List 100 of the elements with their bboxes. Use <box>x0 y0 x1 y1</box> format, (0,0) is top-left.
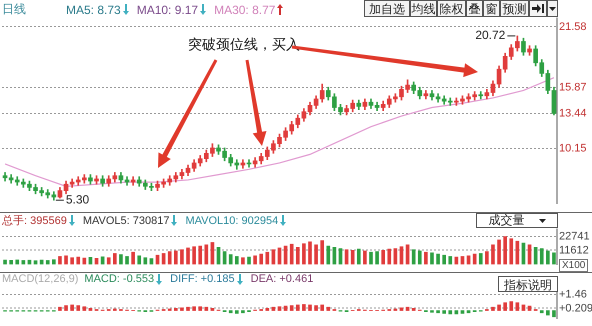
bar <box>436 254 440 264</box>
bar <box>234 256 239 264</box>
bar <box>503 302 507 311</box>
bar <box>350 250 355 264</box>
bar <box>64 305 68 311</box>
bar <box>528 244 532 264</box>
annotation: 指标说明 <box>498 276 558 292</box>
text: MA5: 8.73 <box>66 2 121 16</box>
bar <box>400 307 404 311</box>
bar <box>278 248 282 264</box>
bar <box>460 256 464 264</box>
bar <box>137 256 142 264</box>
bar <box>478 253 483 264</box>
bar <box>326 306 330 311</box>
text: MA10: 9.17 <box>136 2 198 16</box>
bar <box>198 306 202 311</box>
y-tick-label: 11612 <box>559 244 589 256</box>
bar <box>168 251 172 264</box>
bar <box>186 306 190 311</box>
bar <box>516 302 520 311</box>
bar <box>46 260 50 264</box>
text: MAVOL5: 730817 <box>82 214 170 226</box>
bar <box>302 304 306 311</box>
bar <box>247 256 251 264</box>
annotation: 5.30 <box>66 192 90 207</box>
bar <box>272 306 276 311</box>
bar <box>394 248 398 264</box>
text: X100 <box>559 259 588 272</box>
y-tick-label: 10.15 <box>559 142 587 155</box>
bar <box>406 306 410 311</box>
bar <box>113 253 117 264</box>
text: MA30: 8.77 <box>214 2 276 16</box>
bar <box>509 238 514 264</box>
bar <box>302 243 306 264</box>
bar <box>534 246 538 264</box>
bar <box>412 249 416 264</box>
bar <box>180 249 184 264</box>
text: 总手: 395569 <box>2 214 67 228</box>
bar <box>375 251 379 264</box>
text: 加自选 <box>364 0 410 17</box>
bar <box>265 252 270 264</box>
bar <box>436 310 440 314</box>
bar <box>253 256 257 264</box>
y-tick-label: 21.58 <box>559 20 587 33</box>
bar <box>406 244 410 264</box>
text: MAVOL10: 902954 <box>185 214 278 226</box>
bar <box>381 250 386 264</box>
bar <box>265 308 270 311</box>
text: MACD: -0.553 <box>84 273 154 285</box>
bar <box>82 306 86 311</box>
bar <box>332 246 336 264</box>
text: 均线 <box>410 0 437 17</box>
bar <box>522 304 526 311</box>
bar <box>76 305 80 311</box>
annotation: 20.72 <box>475 28 506 42</box>
bar <box>509 301 514 311</box>
bar <box>216 246 220 264</box>
bar <box>278 306 282 311</box>
bar <box>466 256 470 264</box>
bar <box>363 250 367 264</box>
bar <box>308 241 312 264</box>
bar <box>284 246 288 264</box>
bar <box>546 250 550 264</box>
bar <box>552 252 556 264</box>
bar <box>320 304 324 311</box>
bar <box>326 246 330 264</box>
bar <box>296 304 300 311</box>
bar <box>100 256 104 264</box>
bar <box>528 306 532 311</box>
bar <box>192 306 196 311</box>
bar <box>64 256 68 264</box>
bar <box>192 246 196 264</box>
bar <box>448 256 452 264</box>
bar <box>204 244 208 264</box>
bar <box>150 258 154 264</box>
bar <box>472 254 476 264</box>
bar <box>497 304 501 311</box>
bar <box>162 253 166 264</box>
bar <box>82 258 86 264</box>
bar <box>76 256 80 264</box>
bar <box>430 310 434 313</box>
bar <box>454 256 458 264</box>
text: MACD(12,26,9) <box>2 273 78 285</box>
bar <box>387 248 392 264</box>
bar <box>485 251 489 264</box>
bar <box>314 305 318 311</box>
bar <box>125 256 129 264</box>
bar <box>34 260 38 264</box>
bar <box>88 256 92 264</box>
bar <box>198 246 202 264</box>
text: 预测 <box>500 0 529 17</box>
bar <box>296 246 300 264</box>
bar <box>228 310 233 314</box>
bar <box>284 306 288 311</box>
text: 成交量 <box>488 213 524 228</box>
bar <box>174 250 178 264</box>
bar <box>15 260 20 264</box>
bar <box>540 248 544 264</box>
y-tick-label: +0.209 <box>559 302 592 314</box>
bar <box>58 256 62 264</box>
